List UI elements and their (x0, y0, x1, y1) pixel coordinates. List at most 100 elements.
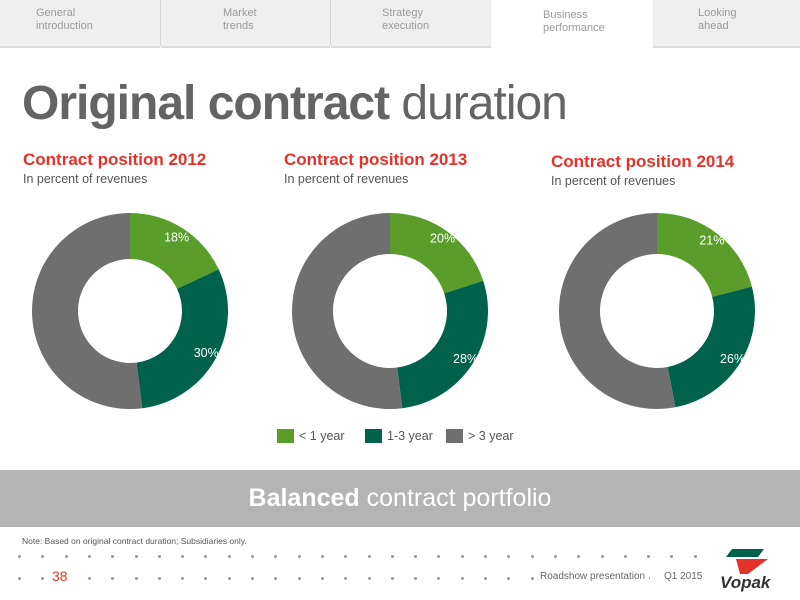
divider-dot (507, 577, 511, 580)
chart-subtitle-2014: In percent of revenues (551, 174, 676, 188)
data-label-2014-lt1: 21% (699, 233, 724, 247)
divider-dot (181, 577, 185, 580)
legend-swatch-1-3 (365, 429, 382, 443)
donut-slice-2013-1-3 (397, 280, 488, 409)
tab-market-trends[interactable]: Market trends (161, 0, 330, 48)
page-number: 38 (46, 568, 74, 584)
title-bold: Original contract (22, 77, 390, 130)
banner-text: Balanced contract portfolio (0, 484, 800, 513)
divider-dot (460, 555, 464, 558)
legend-label-1-3: 1-3 year (387, 429, 433, 443)
chart-title-2014: Contract position 2014 (551, 152, 735, 171)
divider-dot (41, 577, 45, 580)
footer-period: Q1 2015 (660, 571, 707, 582)
donut-slice-2012-lt1 (130, 213, 219, 289)
divider-dot (274, 577, 278, 580)
logo-mark-green (726, 549, 764, 557)
page-title: Original contract duration (22, 76, 568, 132)
divider-dot (437, 555, 441, 558)
data-label-2012-lt1: 18% (164, 231, 189, 245)
summary-banner: Balanced contract portfolio (0, 470, 800, 527)
tab-label: Market trends (223, 7, 257, 32)
dotted-divider (18, 555, 718, 559)
divider-dot (157, 555, 161, 558)
donut-slice-2014-1-3 (667, 286, 755, 408)
divider-dot (251, 577, 254, 580)
chart-subtitle-2012: In percent of revenues (23, 172, 148, 186)
footnote: Note: Based on original contract duratio… (22, 536, 247, 546)
tab-divider (160, 0, 161, 46)
divider-dot (344, 555, 348, 558)
divider-dot (623, 555, 627, 558)
tab-label: General introduction (36, 7, 93, 32)
section-nav: General introduction Market trends Strat… (0, 0, 800, 50)
divider-dot (530, 555, 534, 558)
vopak-logo: Vopak (720, 549, 772, 592)
donut-slice-2013-lt1 (390, 213, 484, 294)
chart-subtitle-2013: In percent of revenues (284, 172, 409, 186)
divider-dot (157, 577, 161, 580)
divider-dot (111, 555, 115, 558)
tab-strategy-execution[interactable]: Strategy execution (331, 0, 491, 48)
data-label-2014-1-3: 26% (720, 352, 745, 366)
divider-dot (64, 555, 68, 558)
divider-dot (693, 555, 697, 558)
divider-dot (530, 577, 534, 580)
tab-business-performance[interactable]: Business performance (492, 0, 652, 50)
divider-dot (274, 555, 278, 558)
divider-dot (600, 555, 604, 558)
divider-dot (111, 577, 115, 580)
legend-label-lt1: < 1 year (299, 429, 345, 443)
divider-dot (204, 577, 208, 580)
divider-dot (181, 555, 185, 558)
data-label-2014-gt3: 53% (520, 315, 545, 329)
divider-dot (87, 555, 91, 558)
divider-dot (414, 577, 418, 580)
donut-slice-2014-lt1 (657, 213, 752, 297)
donut-slice-2012-gt3 (32, 213, 143, 409)
legend-swatch-gt3 (446, 429, 463, 443)
data-label-2012-gt3: 52% (0, 311, 18, 325)
chart-title-2013: Contract position 2013 (284, 150, 468, 169)
divider-dot (251, 555, 254, 558)
tab-divider (330, 0, 331, 46)
divider-dot (18, 555, 21, 558)
donut-slice-2013-gt3 (292, 213, 403, 409)
legend-swatch-lt1 (277, 429, 294, 443)
tab-label: Looking ahead (698, 7, 737, 32)
divider-dot (367, 555, 371, 558)
divider-dot (484, 555, 487, 558)
banner-regular: contract portfolio (359, 484, 552, 512)
legend-label-gt3: > 3 year (468, 429, 514, 443)
divider-dot (227, 555, 231, 558)
divider-dot (297, 555, 301, 558)
donut-charts: 18% 30% 52% 20% 28% 52% 21% 26% 53% (0, 213, 755, 409)
divider-dot (414, 555, 418, 558)
tab-general-introduction[interactable]: General introduction (0, 0, 160, 48)
data-label-2013-gt3: 52% (253, 311, 278, 325)
divider-dot (297, 577, 301, 580)
divider-dot (227, 577, 231, 580)
divider-dot (484, 577, 487, 580)
divider-dot (577, 555, 581, 558)
divider-dot (390, 555, 394, 558)
divider-dot (204, 555, 208, 558)
divider-dot (320, 555, 324, 558)
divider-dot (344, 577, 348, 580)
divider-dot (460, 577, 464, 580)
divider-dot (437, 577, 441, 580)
tab-label: Business performance (543, 9, 605, 34)
data-label-2013-lt1: 20% (430, 232, 455, 246)
divider-dot (134, 555, 138, 558)
chart-title-2012: Contract position 2012 (23, 150, 207, 169)
divider-dot (507, 555, 511, 558)
data-label-2012-1-3: 30% (194, 346, 219, 360)
footer-presentation: Roadshow presentation (536, 571, 650, 582)
divider-dot (87, 577, 91, 580)
divider-dot (41, 555, 45, 558)
divider-dot (320, 577, 324, 580)
tab-looking-ahead[interactable]: Looking ahead (653, 0, 800, 48)
divider-dot (670, 555, 674, 558)
donut-slice-2014-gt3 (559, 213, 676, 409)
tab-label: Strategy execution (382, 7, 430, 32)
